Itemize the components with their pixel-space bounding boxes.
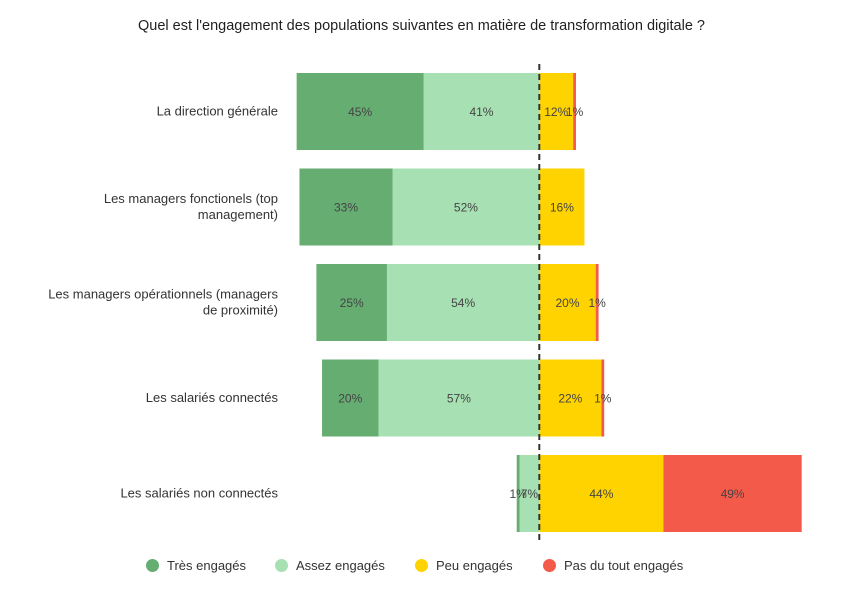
data-label: 45% [348,105,372,119]
bar-segment [573,73,576,150]
bar-segment [539,359,602,437]
bar-segment [516,455,520,532]
data-label: 57% [447,392,471,406]
data-label: 1% [594,392,612,406]
legend-item: Peu engagés [415,558,513,573]
legend-swatch [415,559,428,572]
legend-label: Assez engagés [296,558,385,573]
bar-segment [539,73,574,150]
bar-segment [595,264,599,341]
data-label: 1% [588,296,606,310]
legend-label: Peu engagés [436,558,513,573]
chart-title: Quel est l'engagement des populations su… [137,18,705,34]
data-label: 1% [509,487,527,501]
bar-segment [539,168,585,246]
bar-segment [663,455,802,532]
bar-segment [316,264,387,341]
data-label: 41% [469,105,493,119]
bar-segment [539,455,664,532]
category-label: Les managers opérationnels (managers de p… [48,287,278,318]
data-label: 12% [544,105,568,119]
bar-segment [519,455,540,532]
legend-label: Très engagés [167,558,247,573]
data-label: 33% [334,201,358,215]
legend-swatch [275,559,288,572]
data-label: 7% [521,487,539,501]
legend-swatch [543,559,556,572]
category-label: La direction générale [157,104,278,119]
bar-segment [601,359,605,437]
category-label: Les salariés non connectés [120,486,278,501]
bar-segment [322,359,379,437]
data-label: 22% [558,392,582,406]
legend: Très engagés Assez engagés Peu engagés Pas … [0,558,843,580]
data-label: 20% [556,296,580,310]
bar-segment [296,73,424,150]
legend-item: Pas du tout engagés [543,558,683,573]
data-label: 52% [454,201,478,215]
data-label: 1% [566,105,584,119]
bar-segment [378,359,540,437]
bar-segment [299,168,393,246]
legend-swatch [146,559,159,572]
data-label: 49% [721,487,745,501]
bar-segment [539,264,596,341]
data-label: 54% [451,296,475,310]
bar-segment [423,73,540,150]
data-label: 44% [589,487,613,501]
data-label: 20% [338,392,362,406]
bar-segment [392,168,540,246]
legend-label: Pas du tout engagés [564,558,684,573]
category-label: Les managers fonctionels (top management) [104,191,278,222]
legend-item: Très engagés [146,558,246,573]
data-label: 16% [550,201,574,215]
legend-item: Assez engagés [275,558,385,573]
data-label: 25% [340,296,364,310]
category-label: Les salariés connectés [146,390,279,405]
bar-segment [386,264,540,341]
